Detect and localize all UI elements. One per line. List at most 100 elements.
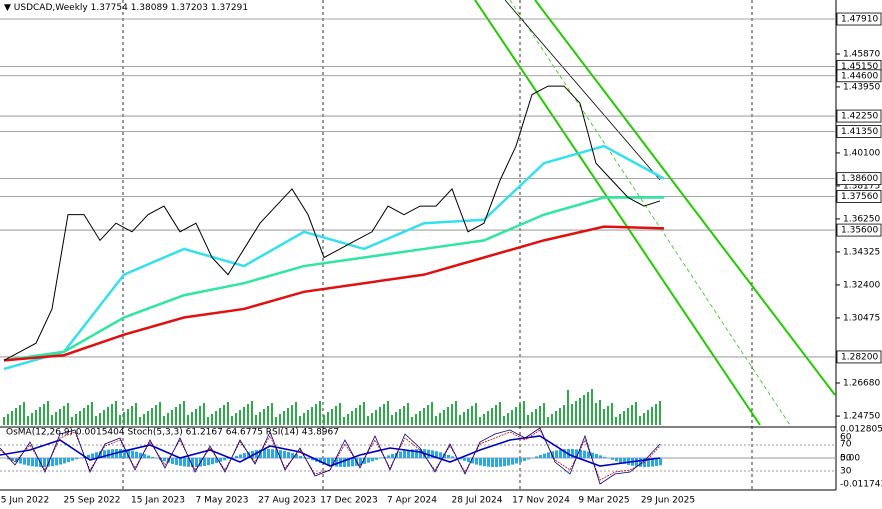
osma-bar: [467, 458, 470, 463]
volume-bar: [151, 408, 153, 425]
volume-bar: [203, 403, 205, 425]
osma-bar: [595, 453, 598, 458]
volume-bar: [591, 389, 593, 425]
symbol-header: ▼ USDCAD,Weekly 1.37754 1.38089 1.37203 …: [4, 3, 248, 13]
volume-bar: [627, 408, 629, 425]
volume-bar: [423, 408, 425, 425]
osma-bar: [583, 450, 586, 458]
volume-bar: [375, 410, 377, 425]
volume-bar: [87, 405, 89, 425]
osma-bar: [447, 454, 450, 458]
volume-bar: [507, 413, 509, 425]
osma-bar: [223, 458, 226, 461]
osma-bar: [343, 458, 346, 467]
volume-bar: [291, 405, 293, 425]
volume-bar: [415, 414, 417, 425]
level-box: [836, 125, 882, 138]
volume-bar: [643, 413, 645, 425]
volume-bar: [231, 416, 233, 425]
volume-bar: [335, 406, 337, 425]
volume-bar: [275, 417, 277, 425]
osma-bar: [295, 454, 298, 458]
volume-bar: [67, 403, 69, 425]
price-label: 1.43950: [843, 82, 880, 92]
osma-bar: [327, 458, 330, 466]
osma-bar: [19, 458, 22, 464]
volume-bar: [411, 417, 413, 425]
volume-bar: [75, 414, 77, 425]
osma-bar: [487, 458, 490, 467]
osma-bar: [563, 449, 566, 458]
osma-bar: [527, 458, 530, 460]
volume-bar: [259, 412, 261, 425]
osma-bar: [243, 453, 246, 458]
osma-bar: [107, 449, 110, 458]
level-label: 1.28200: [841, 352, 878, 362]
volume-bar: [395, 412, 397, 425]
osma-bar: [283, 450, 286, 458]
osma-bar: [479, 458, 482, 466]
volume-bar: [111, 404, 113, 425]
osma-bar: [599, 455, 602, 458]
volume-bar: [515, 407, 517, 425]
osma-bar: [259, 449, 262, 458]
rsi-line: [0, 435, 661, 467]
volume-bar: [295, 402, 297, 425]
volume-bar: [99, 413, 101, 425]
volume-bar: [595, 403, 597, 425]
volume-bar: [143, 414, 145, 425]
volume-bar: [495, 405, 497, 425]
volume-bar: [107, 407, 109, 425]
volume-bar: [463, 412, 465, 425]
volume-bar: [23, 402, 25, 425]
volume-bar: [91, 402, 93, 425]
osma-bar: [271, 449, 274, 458]
osma-bar: [371, 458, 374, 462]
osma-bar: [639, 458, 642, 467]
volume-bar: [35, 410, 37, 425]
osma-bar: [483, 458, 486, 467]
osma-bar: [247, 451, 250, 458]
volume-bar: [323, 415, 325, 425]
volume-bar: [27, 416, 29, 425]
date-label: 25 Sep 2022: [63, 496, 120, 506]
level-label: 1.42250: [841, 112, 878, 122]
volume-bar: [7, 414, 9, 425]
osma-bar: [171, 458, 174, 464]
volume-bar: [407, 403, 409, 425]
volume-bar: [607, 406, 609, 425]
volume-bar: [603, 409, 605, 425]
osma-bar: [571, 449, 574, 458]
volume-bar: [427, 405, 429, 425]
osma-bar: [87, 454, 90, 458]
volume-bar: [51, 415, 53, 425]
osma-bar: [419, 449, 422, 458]
volume-bar: [475, 403, 477, 425]
level-box: [836, 190, 882, 203]
volume-bar: [59, 409, 61, 425]
osma-bar: [475, 458, 478, 465]
volume-bar: [271, 403, 273, 425]
volume-bar: [175, 407, 177, 425]
volume-bar: [147, 411, 149, 425]
date-label: 17 Nov 2024: [512, 496, 570, 506]
volume-bar: [63, 406, 65, 425]
osma-bar: [347, 458, 350, 467]
volume-bar: [503, 416, 505, 425]
volume-bar: [359, 405, 361, 425]
osma-bar: [615, 458, 618, 462]
date-label: 5 Jun 2022: [1, 496, 49, 506]
indicator-scale-label: -0.011743: [840, 480, 882, 490]
osma-bar: [55, 458, 58, 466]
stoch-main: [0, 427, 661, 485]
level-box: [836, 223, 882, 237]
trend-channel: [474, 0, 836, 426]
indicator-pane: [0, 427, 836, 485]
osma-bar: [659, 458, 662, 466]
volume-bar: [371, 413, 373, 425]
volume-bar: [615, 417, 617, 425]
volume-bar: [299, 416, 301, 425]
volume-bar: [379, 407, 381, 425]
volume-bar: [167, 413, 169, 425]
